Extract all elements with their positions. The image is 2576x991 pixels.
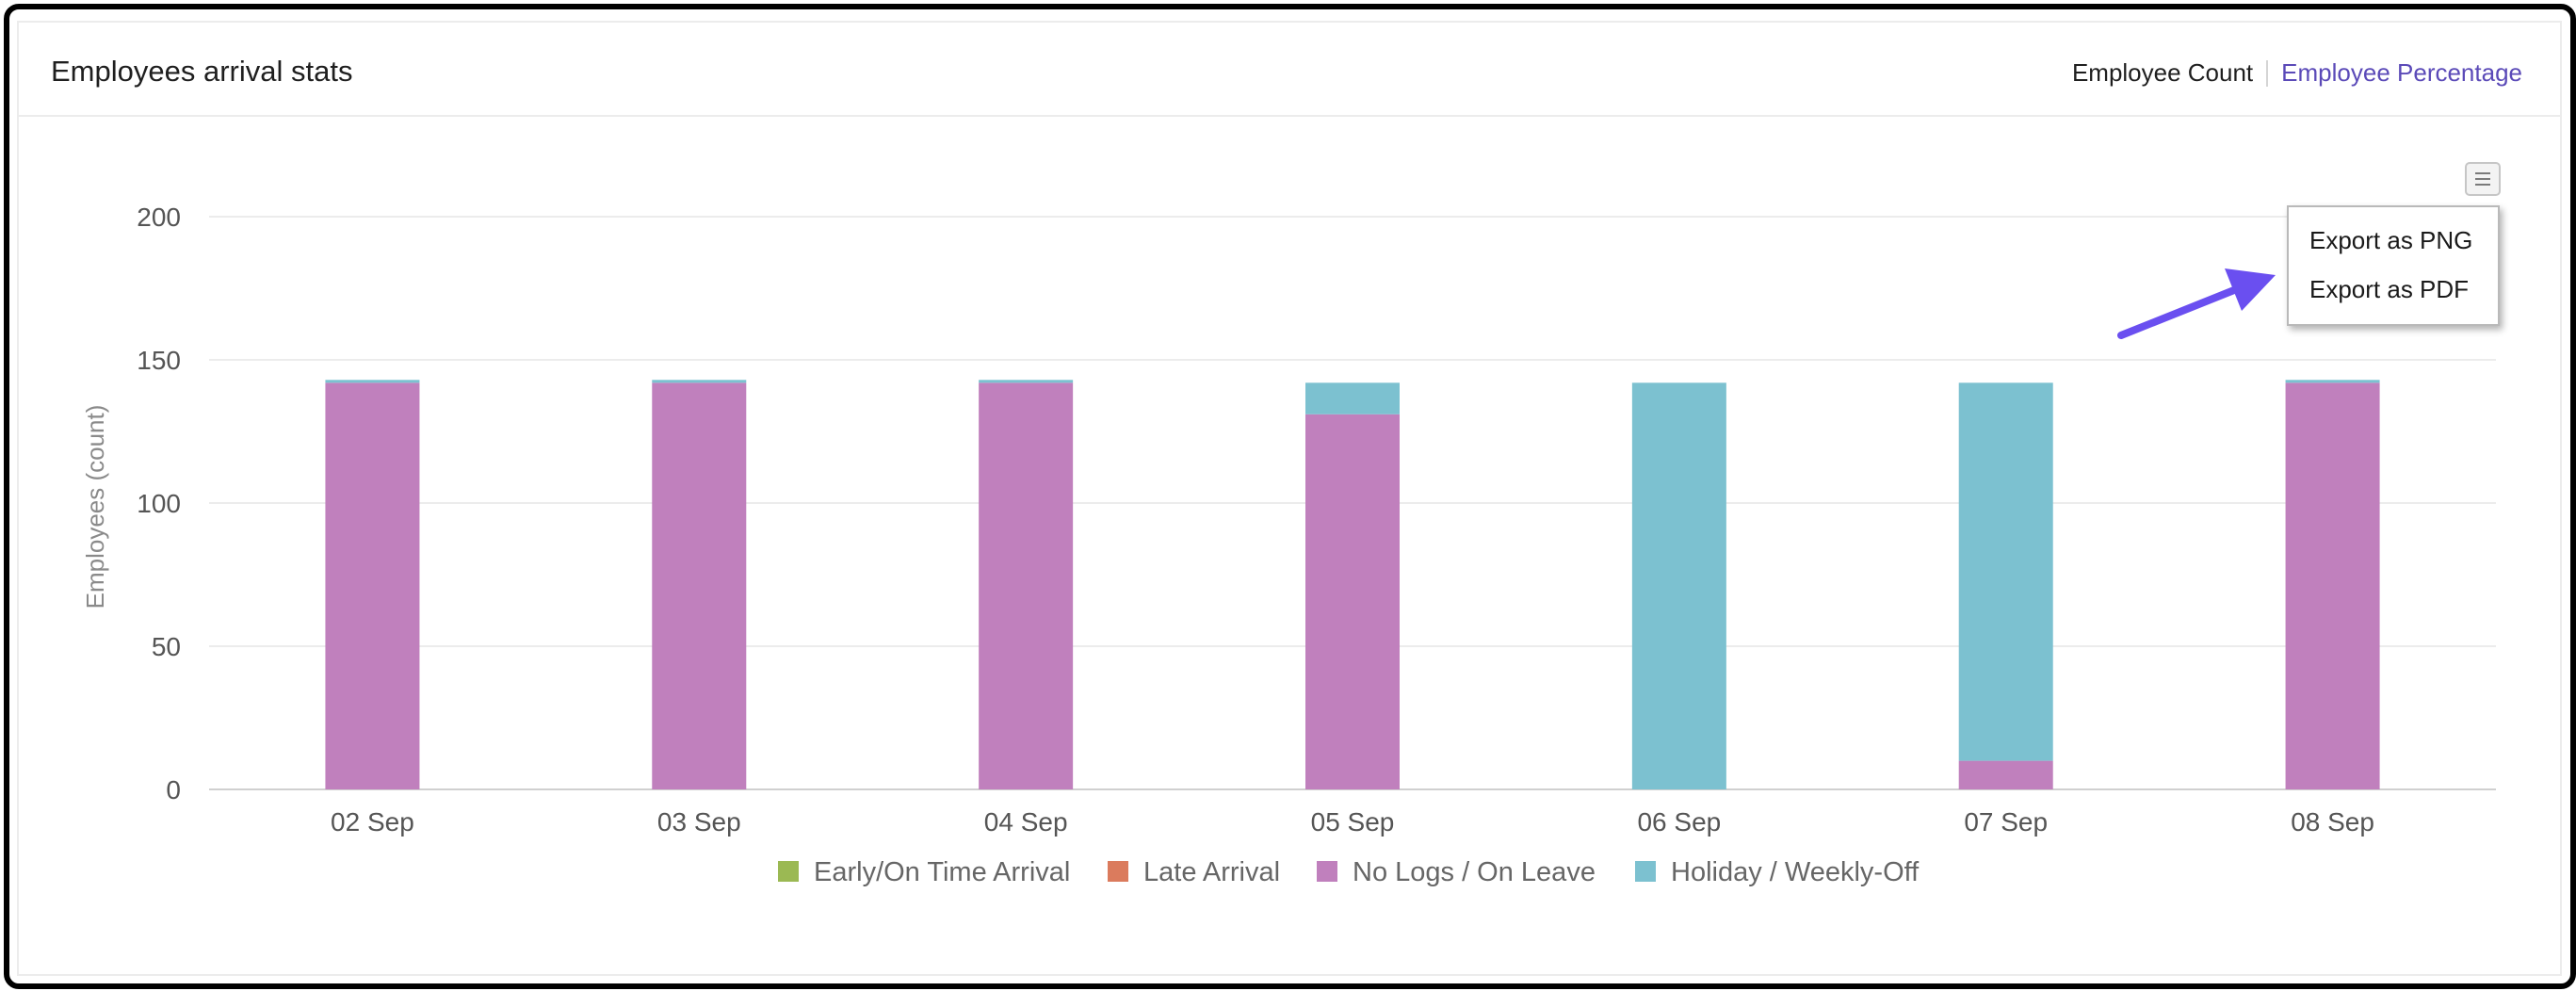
- y-tick-label: 150: [137, 346, 181, 375]
- x-tick-label: 02 Sep: [331, 807, 414, 837]
- bar-segment: [652, 382, 747, 789]
- legend-swatch: [778, 861, 799, 882]
- legend-swatch: [1317, 861, 1337, 882]
- bar-segment: [1958, 760, 2053, 789]
- hamburger-line: [2475, 178, 2490, 180]
- export-pdf-item[interactable]: Export as PDF: [2309, 275, 2470, 303]
- x-tick-label: 08 Sep: [2291, 807, 2374, 837]
- bar-segment: [325, 382, 420, 789]
- y-axis-label: Employees (count): [81, 405, 109, 609]
- bar-segment: [652, 380, 747, 383]
- metric-toggle: Employee Count Employee Percentage: [2072, 58, 2522, 88]
- card-title: Employees arrival stats: [51, 55, 353, 88]
- export-png-item[interactable]: Export as PNG: [2309, 226, 2473, 254]
- bar-segment: [1631, 382, 1726, 789]
- bar-segment: [1958, 382, 2053, 761]
- legend-swatch: [1635, 861, 1656, 882]
- y-tick-label: 100: [137, 489, 181, 518]
- toggle-divider: [2266, 59, 2269, 87]
- y-tick-label: 50: [152, 632, 181, 661]
- y-tick-label: 200: [137, 203, 181, 232]
- bar-segment: [325, 380, 420, 383]
- employee-count-toggle[interactable]: Employee Count: [2071, 58, 2254, 87]
- legend-label: No Logs / On Leave: [1353, 857, 1596, 887]
- employee-percentage-toggle[interactable]: Employee Percentage: [2281, 58, 2522, 87]
- chart-menu-button[interactable]: [2465, 162, 2501, 196]
- bar-segment: [1305, 382, 1400, 414]
- x-tick-label: 03 Sep: [657, 807, 741, 837]
- x-tick-label: 04 Sep: [984, 807, 1068, 837]
- bar-segment: [979, 382, 1074, 789]
- y-tick-label: 0: [166, 775, 181, 804]
- hamburger-line: [2475, 172, 2490, 174]
- legend-label: Late Arrival: [1143, 857, 1280, 887]
- x-tick-label: 07 Sep: [1964, 807, 2048, 837]
- bar-segment: [979, 380, 1074, 383]
- arrow-head: [2225, 268, 2276, 311]
- x-tick-label: 06 Sep: [1637, 807, 1721, 837]
- arrow-shaft: [2117, 286, 2238, 339]
- legend-label: Holiday / Weekly-Off: [1671, 857, 1920, 887]
- arrival-stats-card: Employees arrival stats Employee Count E…: [17, 21, 2562, 976]
- bar-segment: [2285, 382, 2380, 789]
- hamburger-line: [2475, 184, 2490, 186]
- bar-segment: [1305, 414, 1400, 789]
- export-menu: Export as PNG Export as PDF: [2287, 205, 2500, 326]
- legend-label: Early/On Time Arrival: [814, 857, 1070, 887]
- card-header: Employees arrival stats Employee Count E…: [19, 23, 2560, 117]
- legend-swatch: [1108, 861, 1128, 882]
- bar-segment: [2285, 380, 2380, 383]
- x-tick-label: 05 Sep: [1311, 807, 1395, 837]
